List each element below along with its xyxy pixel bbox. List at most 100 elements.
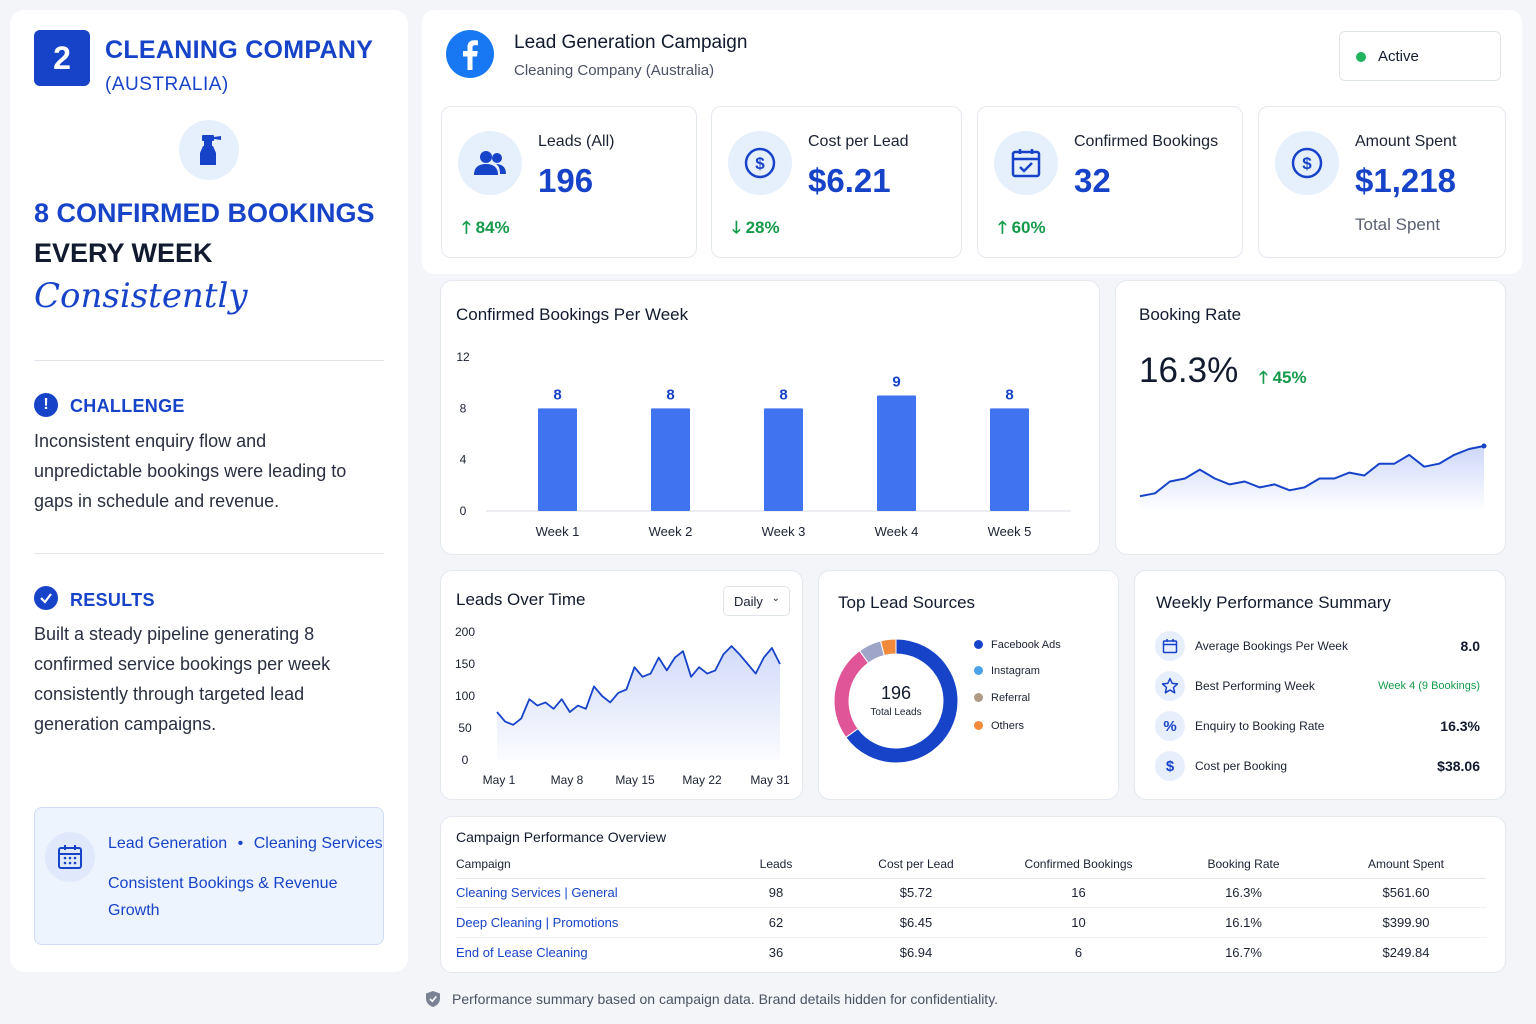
table-row[interactable]: Cleaning Services | General 98 $5.72 16 … <box>456 878 1486 908</box>
table-header-row: Campaign Leads Cost per Lead Confirmed B… <box>456 850 1486 879</box>
table-cell: 10 <box>996 907 1161 938</box>
check-circle-icon <box>34 586 58 610</box>
campaign-link[interactable]: End of Lease Cleaning <box>456 944 588 960</box>
donut-center-label: Total Leads <box>870 707 922 718</box>
y-tick-label: 50 <box>458 721 472 735</box>
table-row[interactable]: Deep Cleaning | Promotions 62 $6.45 10 1… <box>456 907 1486 938</box>
y-tick-label: 0 <box>462 753 469 767</box>
bar-value-label: 8 <box>779 386 787 403</box>
table-cell: $5.72 <box>836 878 996 908</box>
x-tick-label: Week 2 <box>649 524 693 539</box>
kpi-delta-value: 84% <box>475 218 510 237</box>
booking-rate-delta-value: 45% <box>1272 368 1307 387</box>
kpi-delta: 🡑 84% <box>462 215 510 244</box>
kpi-value: $1,218 <box>1355 162 1456 199</box>
donut-slice <box>845 638 959 764</box>
campaign-link[interactable]: Deep Cleaning | Promotions <box>456 907 716 938</box>
x-tick-label: Week 4 <box>875 524 919 539</box>
campaign-table: Campaign Leads Cost per Lead Confirmed B… <box>456 850 1486 967</box>
case-number-badge: 2 <box>34 30 90 86</box>
y-tick-label: 12 <box>456 350 470 364</box>
status-label: Active <box>1378 48 1419 65</box>
kpi-value: 32 <box>1074 162 1111 199</box>
booking-rate-value: 16.3% <box>1139 351 1239 390</box>
donut-center-value: 196 <box>880 683 912 703</box>
booking-rate-card: Booking Rate 16.3% 🡑 45% <box>1115 280 1506 555</box>
legend-dot <box>974 721 983 730</box>
legend-item: Others <box>974 720 1024 732</box>
divider <box>34 360 384 361</box>
summary-value: 8.0 <box>1460 638 1480 654</box>
leads-area-chart: 0 50 100 150 200 May 1 May 8 May 15 May 22 May 31 <box>455 625 790 787</box>
y-tick-label: 150 <box>455 657 475 671</box>
summary-label: Average Bookings Per Week <box>1195 639 1348 653</box>
table-row[interactable]: End of Lease Cleaning 36 $6.94 6 16.7% $… <box>456 937 1486 967</box>
campaign-header: Lead Generation Campaign Cleaning Compan… <box>422 10 1522 274</box>
kpi-delta-value: 28% <box>745 218 780 237</box>
legend-label: Referral <box>991 692 1031 704</box>
summary-row: % Enquiry to Booking Rate 16.3% <box>1155 711 1480 741</box>
chart-title: Confirmed Bookings Per Week <box>456 305 689 324</box>
chart-title: Top Lead Sources <box>838 593 976 612</box>
x-tick-label: May 31 <box>750 773 790 787</box>
table-cell: 16.7% <box>1225 944 1262 960</box>
status-badge[interactable]: Active <box>1339 31 1501 81</box>
bar <box>538 408 577 511</box>
summary-label: Cost per Booking <box>1195 759 1288 773</box>
alert-icon: ! <box>34 393 58 417</box>
y-tick-label: 200 <box>455 625 475 639</box>
kpi-delta-value: 60% <box>1011 218 1046 237</box>
kpi-value: $6.21 <box>808 162 891 199</box>
y-tick-label: 4 <box>460 453 467 467</box>
table-cell: $561.60 <box>1326 878 1486 908</box>
arrow-up-icon: 🡑 <box>998 218 1007 237</box>
leads-over-time-card: Leads Over Time Daily ⌄ 0 50 100 150 200 May … <box>440 570 803 800</box>
chart-title: Weekly Performance Summary <box>1156 593 1391 612</box>
spray-bottle-icon <box>179 120 239 180</box>
results-title: RESULTS <box>70 590 155 610</box>
bar <box>877 395 916 511</box>
column-header: Confirmed Bookings <box>996 850 1161 879</box>
summary-value: Week 4 (9 Bookings) <box>1378 680 1480 692</box>
facebook-icon <box>446 30 494 78</box>
challenge-title: CHALLENGE <box>70 396 185 416</box>
divider <box>34 553 384 554</box>
results-text: Built a steady pipeline generating 8 con… <box>34 624 331 734</box>
calendar-check-icon <box>994 131 1058 195</box>
bar <box>651 408 690 511</box>
tag-outcome: Consistent Bookings & Revenue Growth <box>108 875 338 919</box>
kpi-label: Leads (All) <box>538 133 615 150</box>
table-cell: 16.1% <box>1161 907 1326 938</box>
company-name: CLEANING COMPANY <box>105 36 374 64</box>
booking-rate-sparkline <box>1139 443 1487 511</box>
legend-dot <box>974 693 983 702</box>
summary-value: 16.3% <box>1440 718 1480 734</box>
kpi-leads: Leads (All) 196 🡑 84% <box>441 106 697 258</box>
arrow-down-icon: 🡓 <box>732 218 741 237</box>
company-region: (AUSTRALIA) <box>105 74 229 95</box>
summary-value: $38.06 <box>1437 758 1480 774</box>
sparkline-area <box>1140 446 1484 511</box>
legend-item: Facebook Ads <box>974 639 1061 651</box>
tag-cleaning-services: Cleaning Services <box>253 835 383 852</box>
kpi-label: Cost per Lead <box>808 133 909 150</box>
legend-item: Referral <box>974 692 1030 704</box>
dollar-icon: $ <box>1275 131 1339 195</box>
table-cell: $6.94 <box>899 944 933 960</box>
dollar-icon: $ <box>728 131 792 195</box>
interval-dropdown[interactable]: Daily ⌄ <box>723 586 790 616</box>
svg-text:$: $ <box>755 154 765 173</box>
campaign-link[interactable]: Cleaning Services | General <box>456 878 716 908</box>
lead-sources-card: Top Lead Sources 196 Total Leads Faceboo… <box>818 570 1119 800</box>
legend-dot <box>974 640 983 649</box>
y-tick-label: 0 <box>460 504 467 518</box>
calendar-icon <box>45 832 95 882</box>
chart-title: Booking Rate <box>1139 305 1242 324</box>
bar-value-label: 8 <box>666 386 674 403</box>
table-cell: 36 <box>768 944 784 960</box>
table-cell: $399.90 <box>1326 907 1486 938</box>
legend-label: Instagram <box>991 665 1040 677</box>
leads-line <box>496 645 781 726</box>
table-cell: 98 <box>716 878 836 908</box>
kpi-delta: 🡓 28% <box>732 215 780 244</box>
